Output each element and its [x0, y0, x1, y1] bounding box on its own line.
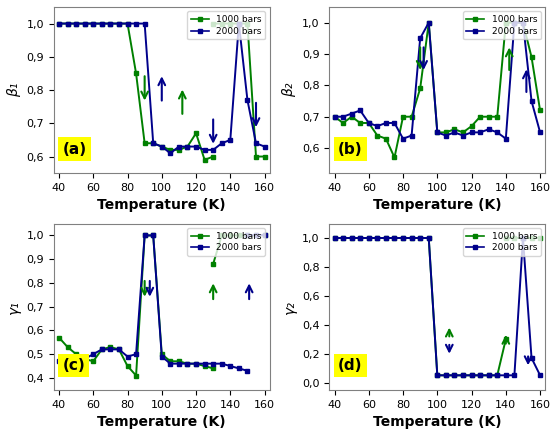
Text: (a): (a) — [62, 142, 86, 157]
Y-axis label: β₂: β₂ — [282, 83, 296, 97]
Text: (c): (c) — [62, 358, 85, 373]
Legend: 1000 bars, 2000 bars: 1000 bars, 2000 bars — [187, 228, 265, 256]
Text: (d): (d) — [338, 358, 363, 373]
Y-axis label: γ₂: γ₂ — [282, 300, 296, 313]
X-axis label: Temperature (K): Temperature (K) — [98, 415, 226, 429]
Y-axis label: γ₁: γ₁ — [7, 300, 21, 313]
Y-axis label: β₁: β₁ — [7, 83, 21, 97]
X-axis label: Temperature (K): Temperature (K) — [373, 415, 502, 429]
X-axis label: Temperature (K): Temperature (K) — [98, 198, 226, 212]
Legend: 1000 bars, 2000 bars: 1000 bars, 2000 bars — [463, 228, 541, 256]
Legend: 1000 bars, 2000 bars: 1000 bars, 2000 bars — [187, 11, 265, 39]
Text: (b): (b) — [338, 142, 363, 157]
Legend: 1000 bars, 2000 bars: 1000 bars, 2000 bars — [463, 11, 541, 39]
X-axis label: Temperature (K): Temperature (K) — [373, 198, 502, 212]
